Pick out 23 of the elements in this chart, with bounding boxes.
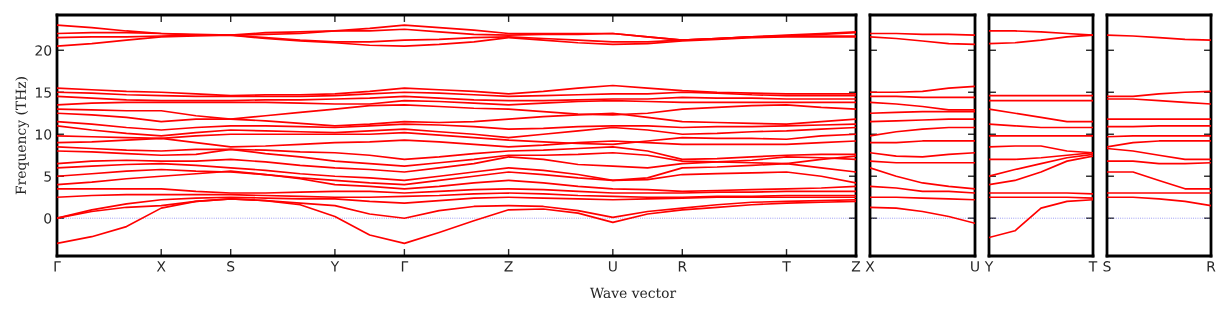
x-tick-label: S (227, 261, 235, 272)
x-tick-label: U (971, 261, 979, 272)
x-tick-label: R (678, 261, 687, 272)
x-tick-label: T (1088, 261, 1098, 272)
x-tick-label: T (782, 261, 791, 272)
x-tick-label: R (1207, 261, 1216, 272)
x-tick-label: Γ (54, 261, 61, 272)
y-axis-title: Frequency (THz) (15, 77, 29, 195)
x-tick-label: Z (504, 261, 513, 272)
y-tick-label: 0 (44, 213, 52, 224)
x-tick-label: Z (851, 261, 861, 272)
x-tick-label: U (608, 261, 617, 272)
x-tick-label: X (156, 261, 166, 272)
x-tick-label: Γ (401, 261, 409, 272)
x-tick-label: X (865, 261, 875, 272)
x-tick-label: S (1103, 261, 1111, 272)
y-tick-label: 20 (35, 45, 52, 56)
y-tick-label: 10 (35, 129, 52, 140)
x-axis-title: Wave vector (589, 287, 677, 299)
x-tick-label: Y (984, 261, 994, 272)
x-tick-label: Y (330, 261, 340, 272)
y-tick-label: 15 (35, 87, 51, 98)
y-tick-label: 5 (44, 171, 51, 182)
